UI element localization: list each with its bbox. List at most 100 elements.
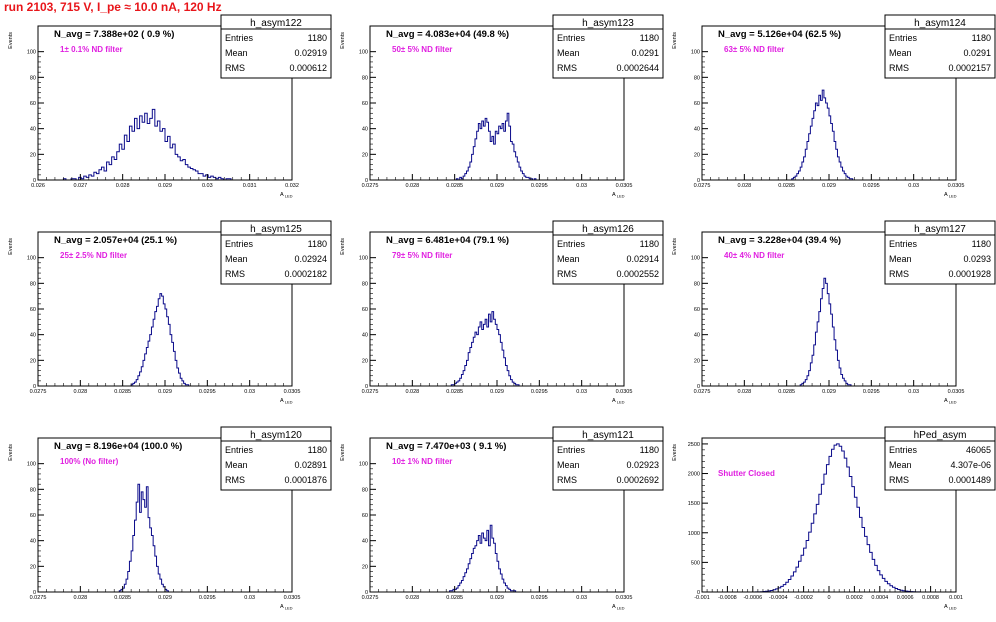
stats-box — [220, 14, 332, 79]
y-tick-label: 20 — [694, 152, 700, 158]
x-tick-label: 0.0305 — [616, 389, 633, 395]
stats-value: 1180 — [972, 33, 991, 43]
stats-title: h_asym126 — [582, 224, 634, 235]
y-tick-label: 80 — [362, 75, 368, 81]
y-tick-label: 0 — [33, 384, 36, 390]
stats-label: Entries — [557, 33, 586, 43]
y-tick-label: 2000 — [688, 472, 700, 478]
y-tick-label: 60 — [362, 513, 368, 519]
stats-value: 0.0002552 — [616, 269, 659, 279]
stats-label: Entries — [225, 445, 254, 455]
stats-value: 1180 — [308, 445, 327, 455]
stats-box — [552, 220, 664, 285]
y-tick-label: 40 — [30, 333, 36, 339]
x-tick-label: 0.03 — [908, 183, 919, 189]
x-tick-label: 0.001 — [949, 595, 963, 601]
y-axis-label: Events — [8, 238, 14, 255]
histogram-series-h_asym127 — [799, 277, 852, 386]
x-tick-label: 0.03 — [908, 389, 919, 395]
histogram-h-asym120: 0.0275 0.028 0.0285 0.029 0.0295 0.03 0.0305 0 2… — [8, 426, 332, 611]
stats-value: 0.0002644 — [616, 63, 659, 73]
stats-box — [884, 14, 996, 79]
y-tick-label: 80 — [30, 281, 36, 287]
x-tick-label: 0.0008 — [922, 595, 939, 601]
histogram-series-h_asym125 — [130, 293, 190, 386]
histogram-h-asym123: 0.0275 0.028 0.0285 0.029 0.0295 0.03 0.0305 0 2… — [340, 14, 664, 199]
x-tick-label: 0.0275 — [30, 595, 47, 601]
navg-label: N_avg = 7.388e+02 ( 0.9 %) — [54, 29, 174, 40]
stats-box — [220, 426, 332, 491]
stats-value: 0.0002157 — [948, 63, 991, 73]
x-tick-label: -0.0006 — [743, 595, 762, 601]
x-axis-label: A LED — [280, 398, 293, 405]
stats-value: 0.02924 — [294, 254, 327, 264]
x-tick-label: 0.0305 — [284, 389, 301, 395]
x-tick-label: 0.0275 — [362, 389, 379, 395]
x-tick-label: 0.027 — [73, 183, 87, 189]
y-tick-label: 80 — [30, 75, 36, 81]
filter-note: 25± 2.5% ND filter — [60, 251, 127, 260]
navg-label: N_avg = 2.057e+04 (25.1 %) — [54, 235, 177, 246]
navg-label: N_avg = 3.228e+04 (39.4 %) — [718, 235, 841, 246]
x-tick-label: 0.028 — [737, 183, 751, 189]
stats-label: Mean — [557, 48, 580, 58]
panel-h-asym127: 0.0275 0.028 0.0285 0.029 0.0295 0.03 0.0305 0 2… — [664, 220, 996, 426]
histogram-series-h_asym123 — [455, 112, 537, 181]
x-axis-label: A LED — [944, 192, 957, 199]
x-tick-label: 0.0275 — [30, 389, 47, 395]
y-tick-label: 0 — [365, 178, 368, 184]
y-tick-label: 0 — [697, 384, 700, 390]
stats-value: 1180 — [640, 239, 659, 249]
y-tick-label: 0 — [33, 590, 36, 596]
y-tick-label: 0 — [365, 384, 368, 390]
histogram-series-h_asym121 — [449, 524, 517, 592]
stats-title: h_asym121 — [582, 430, 634, 441]
x-tick-label: 0.03 — [244, 595, 255, 601]
x-tick-label: 0.029 — [822, 183, 836, 189]
stats-label: Entries — [225, 239, 254, 249]
y-tick-label: 40 — [694, 127, 700, 133]
stats-label: Mean — [225, 460, 248, 470]
filter-note: 79± 5% ND filter — [392, 251, 452, 260]
x-tick-label: 0.031 — [243, 183, 257, 189]
y-tick-label: 20 — [30, 564, 36, 570]
y-tick-label: 1000 — [688, 531, 700, 537]
stats-title: h_asym123 — [582, 18, 634, 29]
filter-note: 1± 0.1% ND filter — [60, 45, 123, 54]
histogram-series-h_asym124 — [791, 89, 854, 180]
panel-hped-asym: -0.001 -0.0008 -0.0006 -0.0004 -0.0002 0 0.000… — [664, 426, 996, 622]
y-tick-label: 0 — [697, 590, 700, 596]
y-tick-label: 80 — [362, 281, 368, 287]
y-tick-label: 100 — [359, 50, 368, 56]
y-tick-label: 60 — [362, 307, 368, 313]
y-tick-label: 2500 — [688, 442, 700, 448]
stats-value: 1180 — [972, 239, 991, 249]
histogram-h-asym127: 0.0275 0.028 0.0285 0.029 0.0295 0.03 0.0305 0 2… — [672, 220, 996, 405]
y-tick-label: 60 — [30, 513, 36, 519]
x-tick-label: 0.032 — [285, 183, 299, 189]
panel-h-asym126: 0.0275 0.028 0.0285 0.029 0.0295 0.03 0.0305 0 2… — [332, 220, 664, 426]
y-axis-label: Events — [672, 444, 678, 461]
x-tick-label: 0.0295 — [199, 595, 216, 601]
y-tick-label: 20 — [362, 152, 368, 158]
stats-title: h_asym122 — [250, 18, 302, 29]
x-tick-label: 0.0285 — [778, 183, 795, 189]
x-tick-label: 0.0285 — [446, 389, 463, 395]
x-tick-label: 0.03 — [576, 389, 587, 395]
y-tick-label: 0 — [697, 178, 700, 184]
y-tick-label: 100 — [27, 462, 36, 468]
stats-label: RMS — [557, 63, 577, 73]
y-tick-label: 40 — [30, 127, 36, 133]
stats-value: 0.02914 — [626, 254, 659, 264]
x-tick-label: 0.029 — [158, 183, 172, 189]
histogram-series-h_asym120 — [118, 483, 169, 592]
x-axis-label: A LED — [944, 604, 957, 611]
y-axis-label: Events — [8, 444, 14, 461]
stats-label: Entries — [557, 445, 586, 455]
stats-box — [552, 14, 664, 79]
y-tick-label: 1500 — [688, 501, 700, 507]
y-tick-label: 20 — [30, 358, 36, 364]
x-tick-label: 0.028 — [737, 389, 751, 395]
stats-label: Entries — [889, 239, 918, 249]
